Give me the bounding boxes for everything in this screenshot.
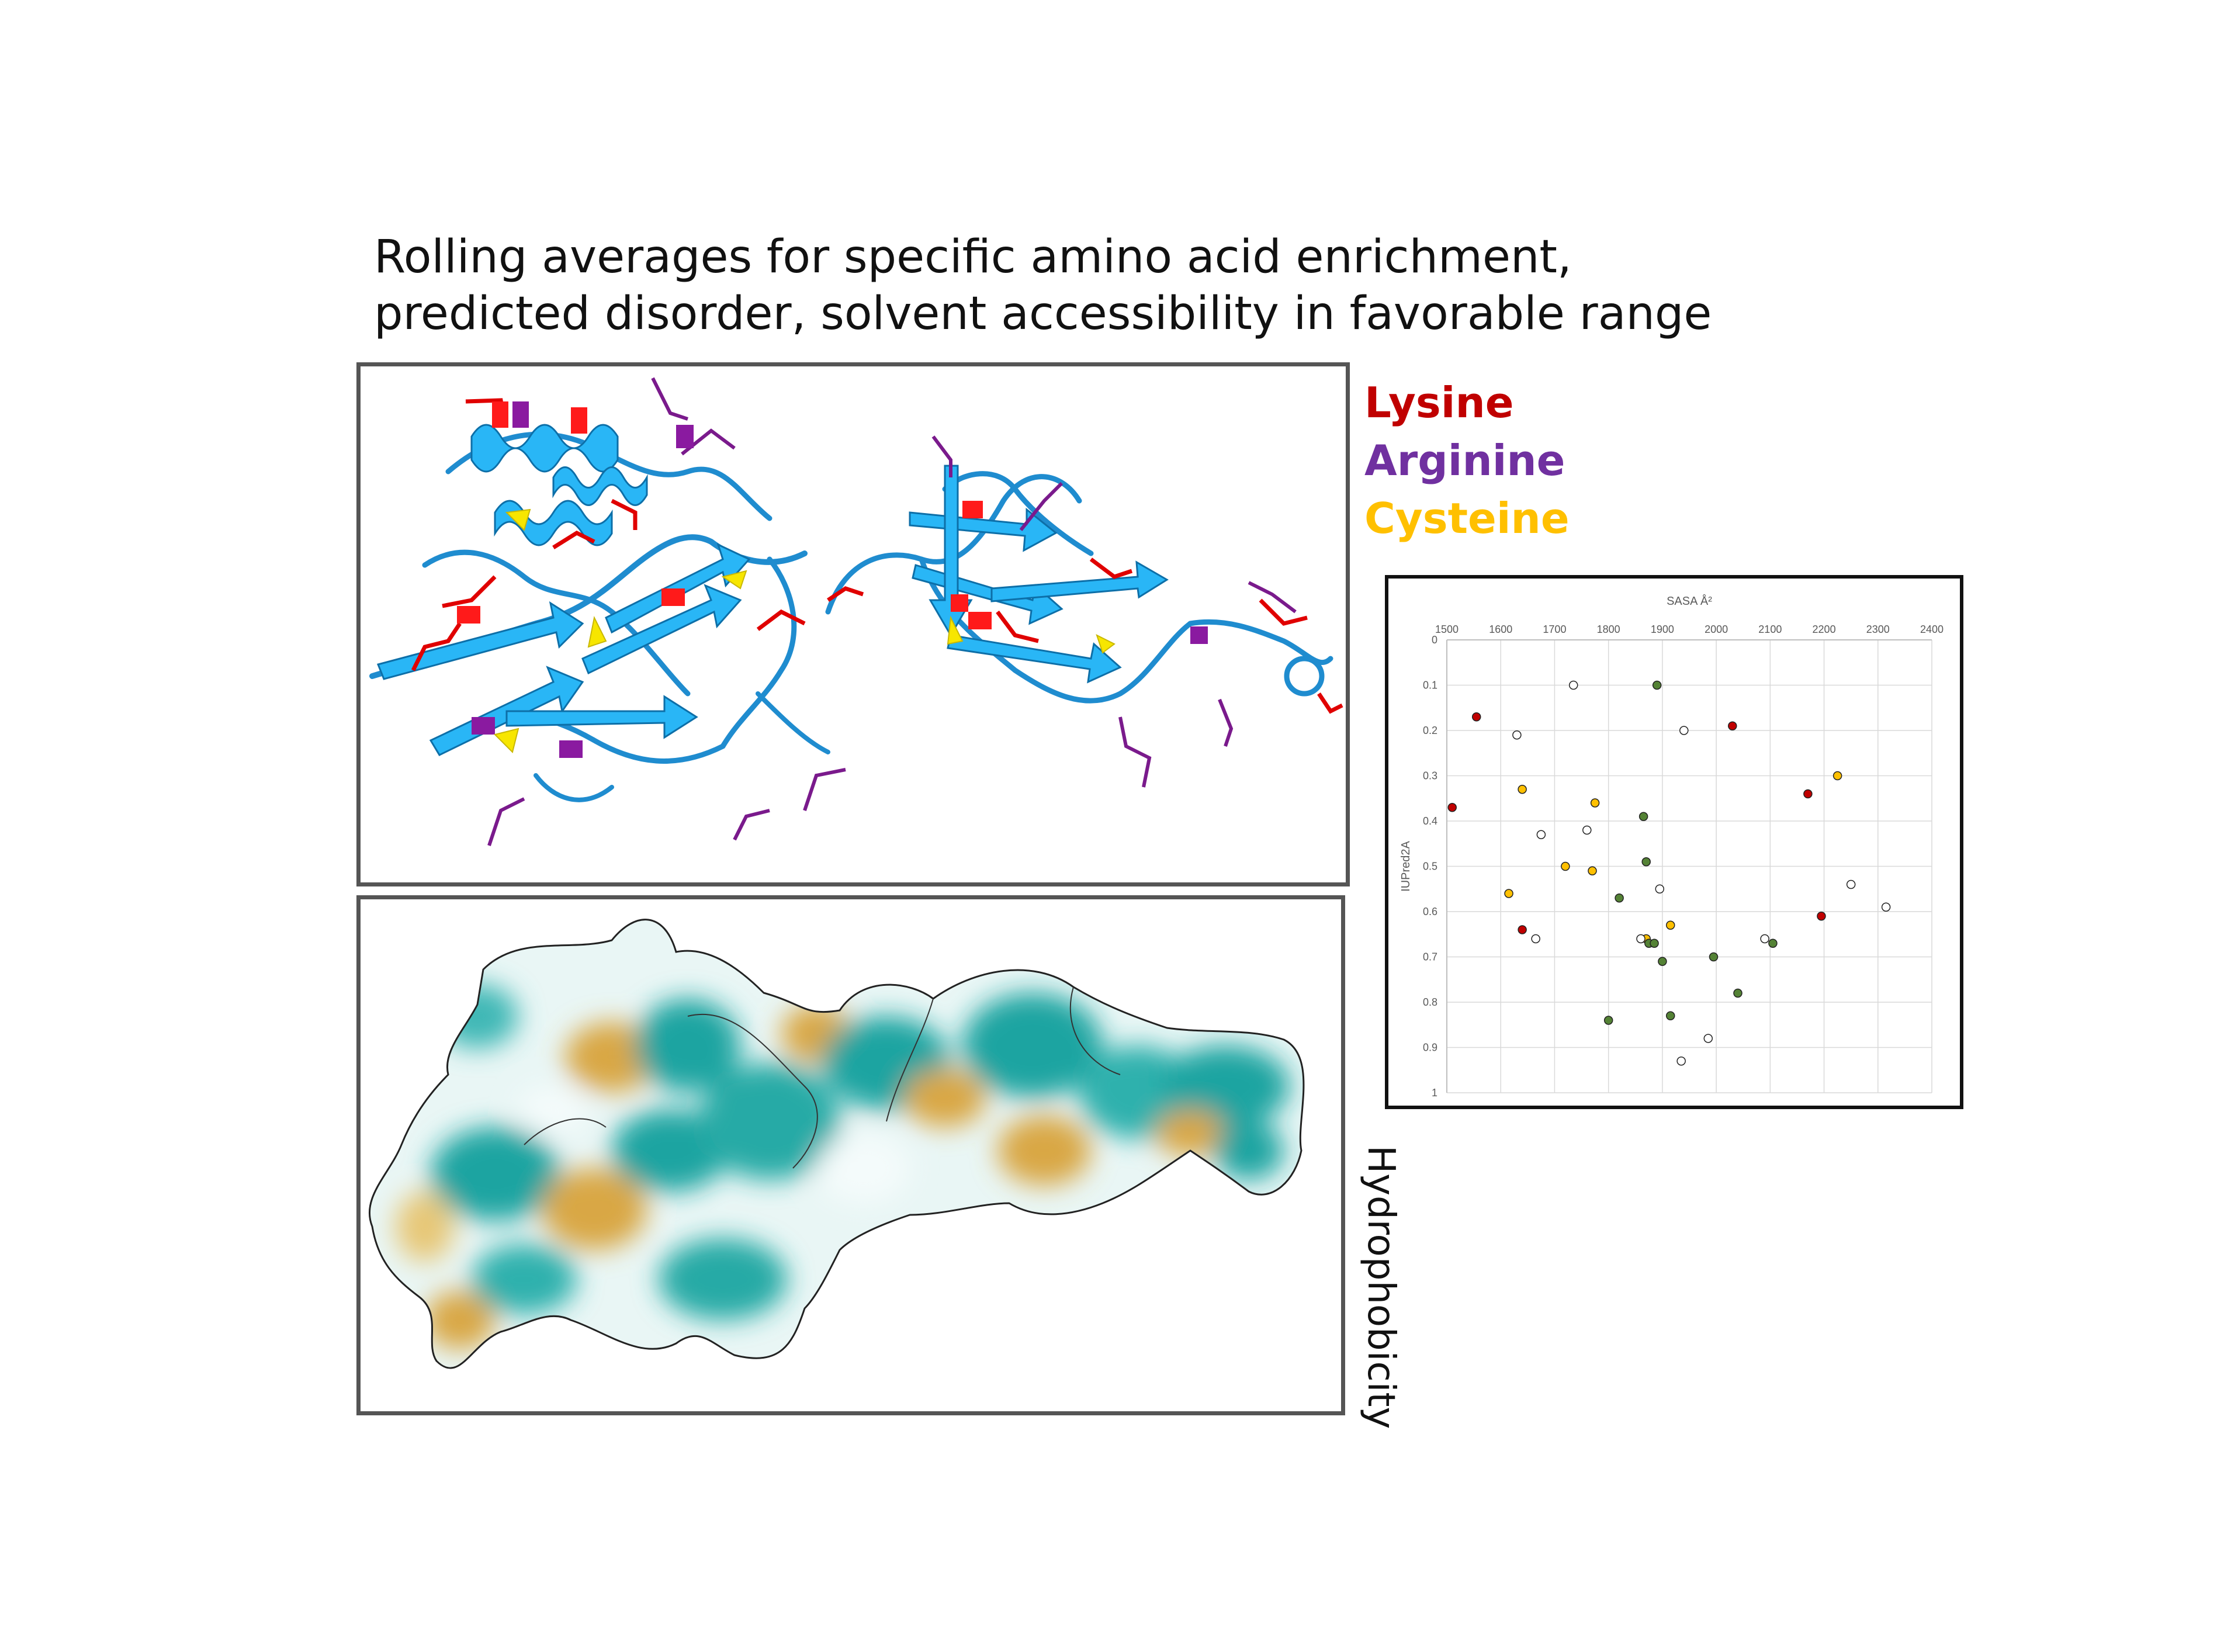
sasa-iupred-scatter-chart: 1500 1600 1700 1800 1900 2000 2100 2200 2300 2400… — [1385, 575, 1963, 1109]
data-point — [1582, 825, 1592, 835]
data-point — [1658, 957, 1667, 966]
data-point — [1655, 884, 1665, 893]
data-point — [1803, 789, 1813, 799]
data-point — [1760, 934, 1769, 944]
data-point — [1650, 938, 1659, 948]
data-point — [1512, 730, 1522, 740]
legend-item-cysteine: Cysteine — [1364, 494, 1570, 543]
x-tick-label: 1600 — [1489, 624, 1512, 635]
residue-legend: Lysine Arginine Cysteine — [1364, 374, 1570, 548]
data-point — [1728, 721, 1737, 730]
y-tick-label: 0.7 — [1423, 951, 1437, 963]
data-point — [1768, 938, 1778, 948]
data-point — [1676, 1057, 1686, 1066]
x-tick-label: 1500 — [1435, 624, 1459, 635]
data-point — [1817, 912, 1826, 921]
data-point — [1733, 988, 1743, 998]
data-point — [1832, 771, 1842, 781]
data-point — [1504, 889, 1513, 898]
scatter-plot: 1500 1600 1700 1800 1900 2000 2100 2200 2300 2400… — [1399, 594, 1944, 1099]
legend-item-lysine: Lysine — [1364, 378, 1514, 427]
x-tick-label: 1700 — [1543, 624, 1566, 635]
data-point — [1561, 861, 1570, 871]
data-point — [1665, 1011, 1675, 1020]
ribbon-structure-panel — [356, 362, 1350, 886]
x-axis-title: SASA Å² — [1667, 594, 1712, 608]
data-point — [1603, 1016, 1613, 1025]
y-tick-label: 0.6 — [1423, 906, 1437, 917]
data-point — [1531, 934, 1540, 944]
hydrophobicity-label: Hydrophobicity — [1359, 1145, 1402, 1429]
y-tick-label: 0.2 — [1423, 725, 1437, 736]
data-point — [1679, 726, 1689, 735]
data-point — [1518, 785, 1527, 794]
data-point — [1846, 879, 1856, 889]
data-point — [1588, 866, 1597, 875]
data-point — [1703, 1034, 1713, 1043]
y-tick-label: 0.9 — [1423, 1042, 1437, 1054]
x-tick-label: 2300 — [1866, 624, 1890, 635]
data-point — [1709, 952, 1719, 962]
data-point — [1590, 798, 1600, 808]
data-point — [1641, 857, 1651, 867]
y-tick-label: 0.3 — [1423, 770, 1437, 782]
data-point — [1518, 925, 1527, 934]
y-tick-label: 0 — [1432, 634, 1437, 646]
legend-item-arginine: Arginine — [1364, 436, 1565, 485]
x-tick-label: 2400 — [1920, 624, 1944, 635]
data-point — [1568, 680, 1578, 690]
data-point — [1652, 680, 1662, 690]
y-tick-label: 0.1 — [1423, 680, 1437, 691]
figure-headline: Rolling averages for specific amino acid… — [374, 229, 1712, 342]
y-axis-title: IUPred2A — [1399, 840, 1412, 891]
data-point — [1638, 812, 1648, 821]
protein-ribbon-structure-icon — [369, 377, 1343, 846]
data-point — [1447, 803, 1457, 812]
data-point — [1536, 830, 1546, 839]
data-point — [1881, 902, 1891, 912]
x-tick-label: 2200 — [1813, 624, 1836, 635]
x-tick-label: 1800 — [1597, 624, 1620, 635]
y-tick-label: 0.4 — [1423, 815, 1437, 827]
data-point — [1471, 712, 1481, 722]
hydrophobicity-surface-panel — [356, 895, 1345, 1415]
y-tick-label: 1 — [1432, 1087, 1437, 1099]
hydrophobicity-surface-icon — [368, 919, 1305, 1369]
headline-line-2: predicted disorder, solvent accessibilit… — [374, 288, 1712, 340]
headline-line-1: Rolling averages for specific amino acid… — [374, 231, 1572, 283]
data-point — [1615, 893, 1624, 903]
x-tick-label: 2100 — [1758, 624, 1782, 635]
y-tick-label: 0.5 — [1423, 861, 1437, 872]
data-point — [1636, 934, 1646, 944]
data-point — [1665, 920, 1675, 930]
x-tick-label: 1900 — [1651, 624, 1674, 635]
y-tick-label: 0.8 — [1423, 996, 1437, 1008]
x-tick-label: 2000 — [1705, 624, 1728, 635]
